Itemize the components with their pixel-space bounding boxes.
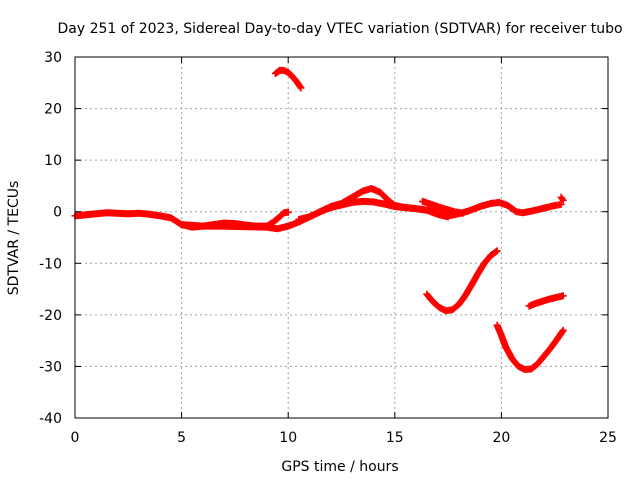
data-point: [493, 247, 501, 255]
ticks: [74, 56, 609, 419]
x-tick-label: 5: [177, 430, 186, 446]
series-track-e: [271, 66, 305, 92]
y-tick-label: -20: [39, 308, 62, 324]
data-point: [284, 208, 292, 216]
x-tick-label: 10: [279, 430, 297, 446]
x-tick-label: 20: [492, 430, 510, 446]
x-tick-label: 0: [71, 430, 80, 446]
data-point: [557, 200, 565, 208]
series-track-d: [419, 197, 467, 217]
data-point: [559, 326, 567, 334]
series-track-h: [525, 292, 567, 310]
data-point: [459, 209, 467, 217]
plot-area: [75, 57, 608, 418]
y-tick-label: 30: [44, 50, 62, 66]
data-point: [559, 292, 567, 300]
plot-frame: [74, 56, 609, 419]
y-tick-label: 20: [44, 102, 62, 118]
series-track-c: [295, 185, 565, 223]
data-point: [559, 196, 567, 204]
series-track-f: [423, 247, 501, 315]
y-tick-label: -40: [39, 411, 62, 427]
tick-labels: 0 5 10 15 20 25 -40 -30 -20 -10 0 10 20 30: [39, 50, 617, 446]
data-layer: [71, 66, 567, 374]
data-point: [297, 84, 305, 92]
x-axis-label: GPS time / hours: [281, 459, 398, 475]
y-tick-label: -30: [39, 359, 62, 375]
y-tick-label: -10: [39, 256, 62, 272]
x-tick-label: 25: [599, 430, 617, 446]
series-track-g: [493, 321, 567, 374]
data-point: [296, 83, 304, 91]
y-axis-label: SDTVAR / TECUs: [6, 181, 22, 296]
x-tick-label: 15: [386, 430, 404, 446]
grid: [75, 57, 608, 418]
chart-title: Day 251 of 2023, Sidereal Day-to-day VTE…: [57, 21, 622, 37]
y-tick-label: 0: [53, 205, 62, 221]
y-tick-label: 10: [44, 153, 62, 169]
series-track-i: [557, 193, 567, 204]
